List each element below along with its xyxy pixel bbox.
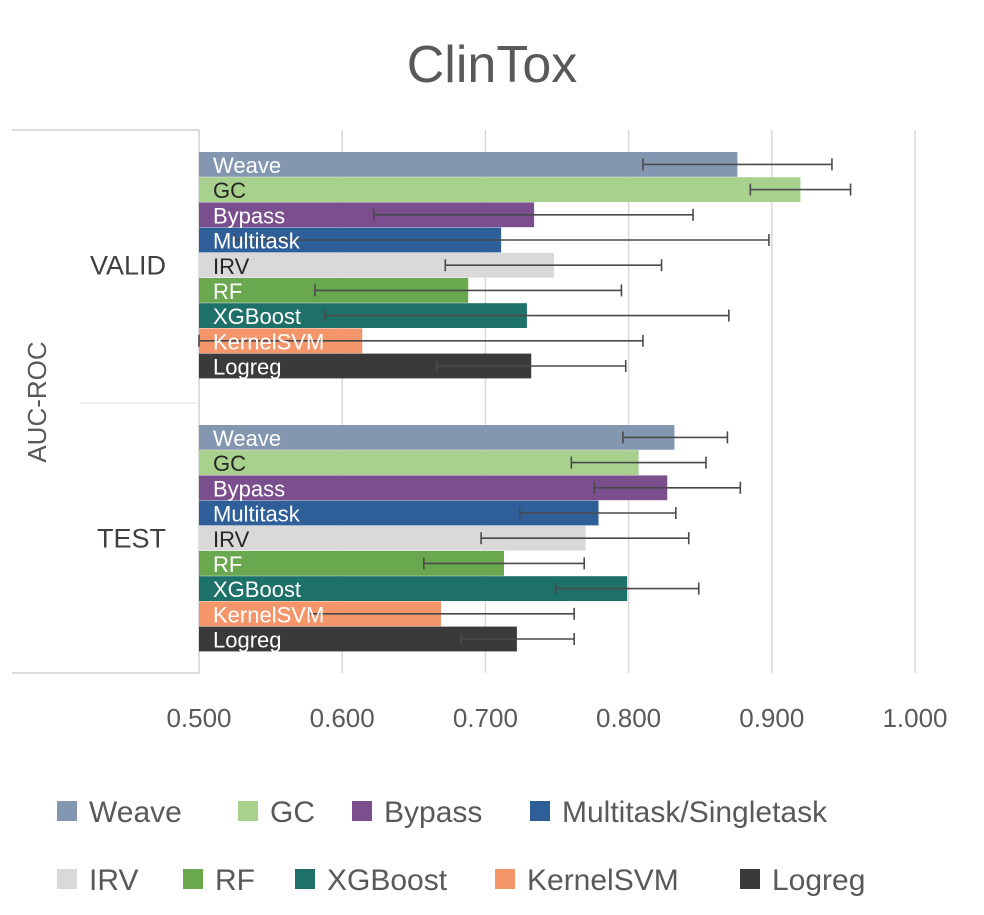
legend-label: GC: [270, 796, 315, 829]
bar-label: GC: [213, 451, 246, 476]
group-label-valid: VALID: [90, 250, 166, 280]
error-bar: [423, 557, 586, 570]
legend-label: IRV: [89, 864, 138, 897]
bar-label: GC: [213, 178, 246, 203]
legend-item: GC: [238, 796, 315, 829]
legend-swatch: [183, 869, 203, 889]
group-label-test: TEST: [97, 523, 166, 553]
error-bar: [642, 158, 833, 171]
x-tick-label: 0.700: [453, 703, 518, 733]
bar-label: Bypass: [213, 203, 285, 228]
legend: Weave GC Bypass Multitask/Singletask IRV RF XG…: [57, 796, 865, 897]
bar-label: Weave: [213, 426, 281, 451]
bar-label: RF: [213, 552, 242, 577]
legend-swatch: [57, 869, 77, 889]
legend-item: RF: [183, 864, 255, 897]
error-bar: [324, 309, 730, 322]
error-bar: [480, 532, 690, 545]
bar-label: Multitask: [213, 502, 301, 527]
bar-label: KernelSVM: [213, 602, 324, 627]
bar-labels-layer: VALIDWeaveGCBypassMultitaskIRVRFXGBoostK…: [90, 153, 324, 653]
legend-label: XGBoost: [327, 864, 448, 897]
bar-label: Logreg: [213, 628, 282, 653]
legend-label: Weave: [89, 796, 182, 829]
bar-label: Logreg: [213, 355, 282, 380]
error-bar: [314, 284, 623, 297]
x-tick-label: 0.900: [739, 703, 804, 733]
bar-label: XGBoost: [213, 577, 301, 602]
legend-item: Multitask/Singletask: [530, 796, 828, 829]
bar-label: XGBoost: [213, 304, 301, 329]
legend-swatch: [530, 801, 550, 821]
x-tick-label: 0.500: [166, 703, 231, 733]
legend-swatch: [352, 801, 372, 821]
bars-layer: [199, 152, 801, 652]
bar-valid-gc: [199, 177, 801, 202]
x-tick-label: 0.600: [310, 703, 375, 733]
legend-label: Logreg: [772, 864, 865, 897]
legend-item: IRV: [57, 864, 138, 897]
legend-swatch: [740, 869, 760, 889]
error-bar: [198, 334, 644, 347]
legend-label: RF: [215, 864, 255, 897]
bar-test-gc: [199, 450, 639, 475]
error-bar: [234, 234, 770, 246]
legend-label: KernelSVM: [527, 864, 679, 897]
error-bar: [372, 208, 694, 221]
legend-swatch: [57, 801, 77, 821]
error-bar: [435, 360, 627, 372]
legend-item: Bypass: [352, 796, 482, 829]
legend-item: Logreg: [740, 864, 865, 897]
bar-label: RF: [213, 279, 242, 304]
bar-label: IRV: [213, 254, 250, 279]
bar-test-weave: [199, 425, 675, 450]
legend-swatch: [495, 869, 515, 889]
error-bars-layer: [198, 158, 852, 645]
error-bar: [308, 607, 575, 620]
metric-label: AUC-ROC: [22, 341, 52, 462]
bar-label: KernelSVM: [213, 329, 324, 354]
error-bar: [518, 507, 677, 519]
bar-label: Multitask: [213, 229, 301, 254]
legend-swatch: [238, 801, 258, 821]
legend-item: XGBoost: [295, 864, 448, 897]
bar-test-bypass: [199, 475, 668, 501]
chart-title: ClinTox: [407, 36, 578, 94]
error-bar: [593, 481, 742, 494]
legend-label: Multitask/Singletask: [562, 796, 828, 829]
bar-label: IRV: [213, 527, 250, 552]
error-bar: [460, 633, 575, 645]
bar-label: Bypass: [213, 476, 285, 501]
bar-label: Weave: [213, 153, 281, 178]
error-bar: [749, 183, 852, 196]
x-tick-label: 1.000: [882, 703, 947, 733]
x-axis: 0.500 0.600 0.700 0.800 0.900 1.000: [166, 703, 947, 733]
error-bar: [554, 582, 700, 595]
error-bar: [444, 259, 663, 272]
legend-swatch: [295, 869, 315, 889]
legend-label: Bypass: [384, 796, 482, 829]
error-bar: [622, 431, 729, 444]
legend-item: KernelSVM: [495, 864, 679, 897]
x-tick-label: 0.800: [596, 703, 661, 733]
error-bar: [570, 456, 707, 469]
legend-item: Weave: [57, 796, 182, 829]
